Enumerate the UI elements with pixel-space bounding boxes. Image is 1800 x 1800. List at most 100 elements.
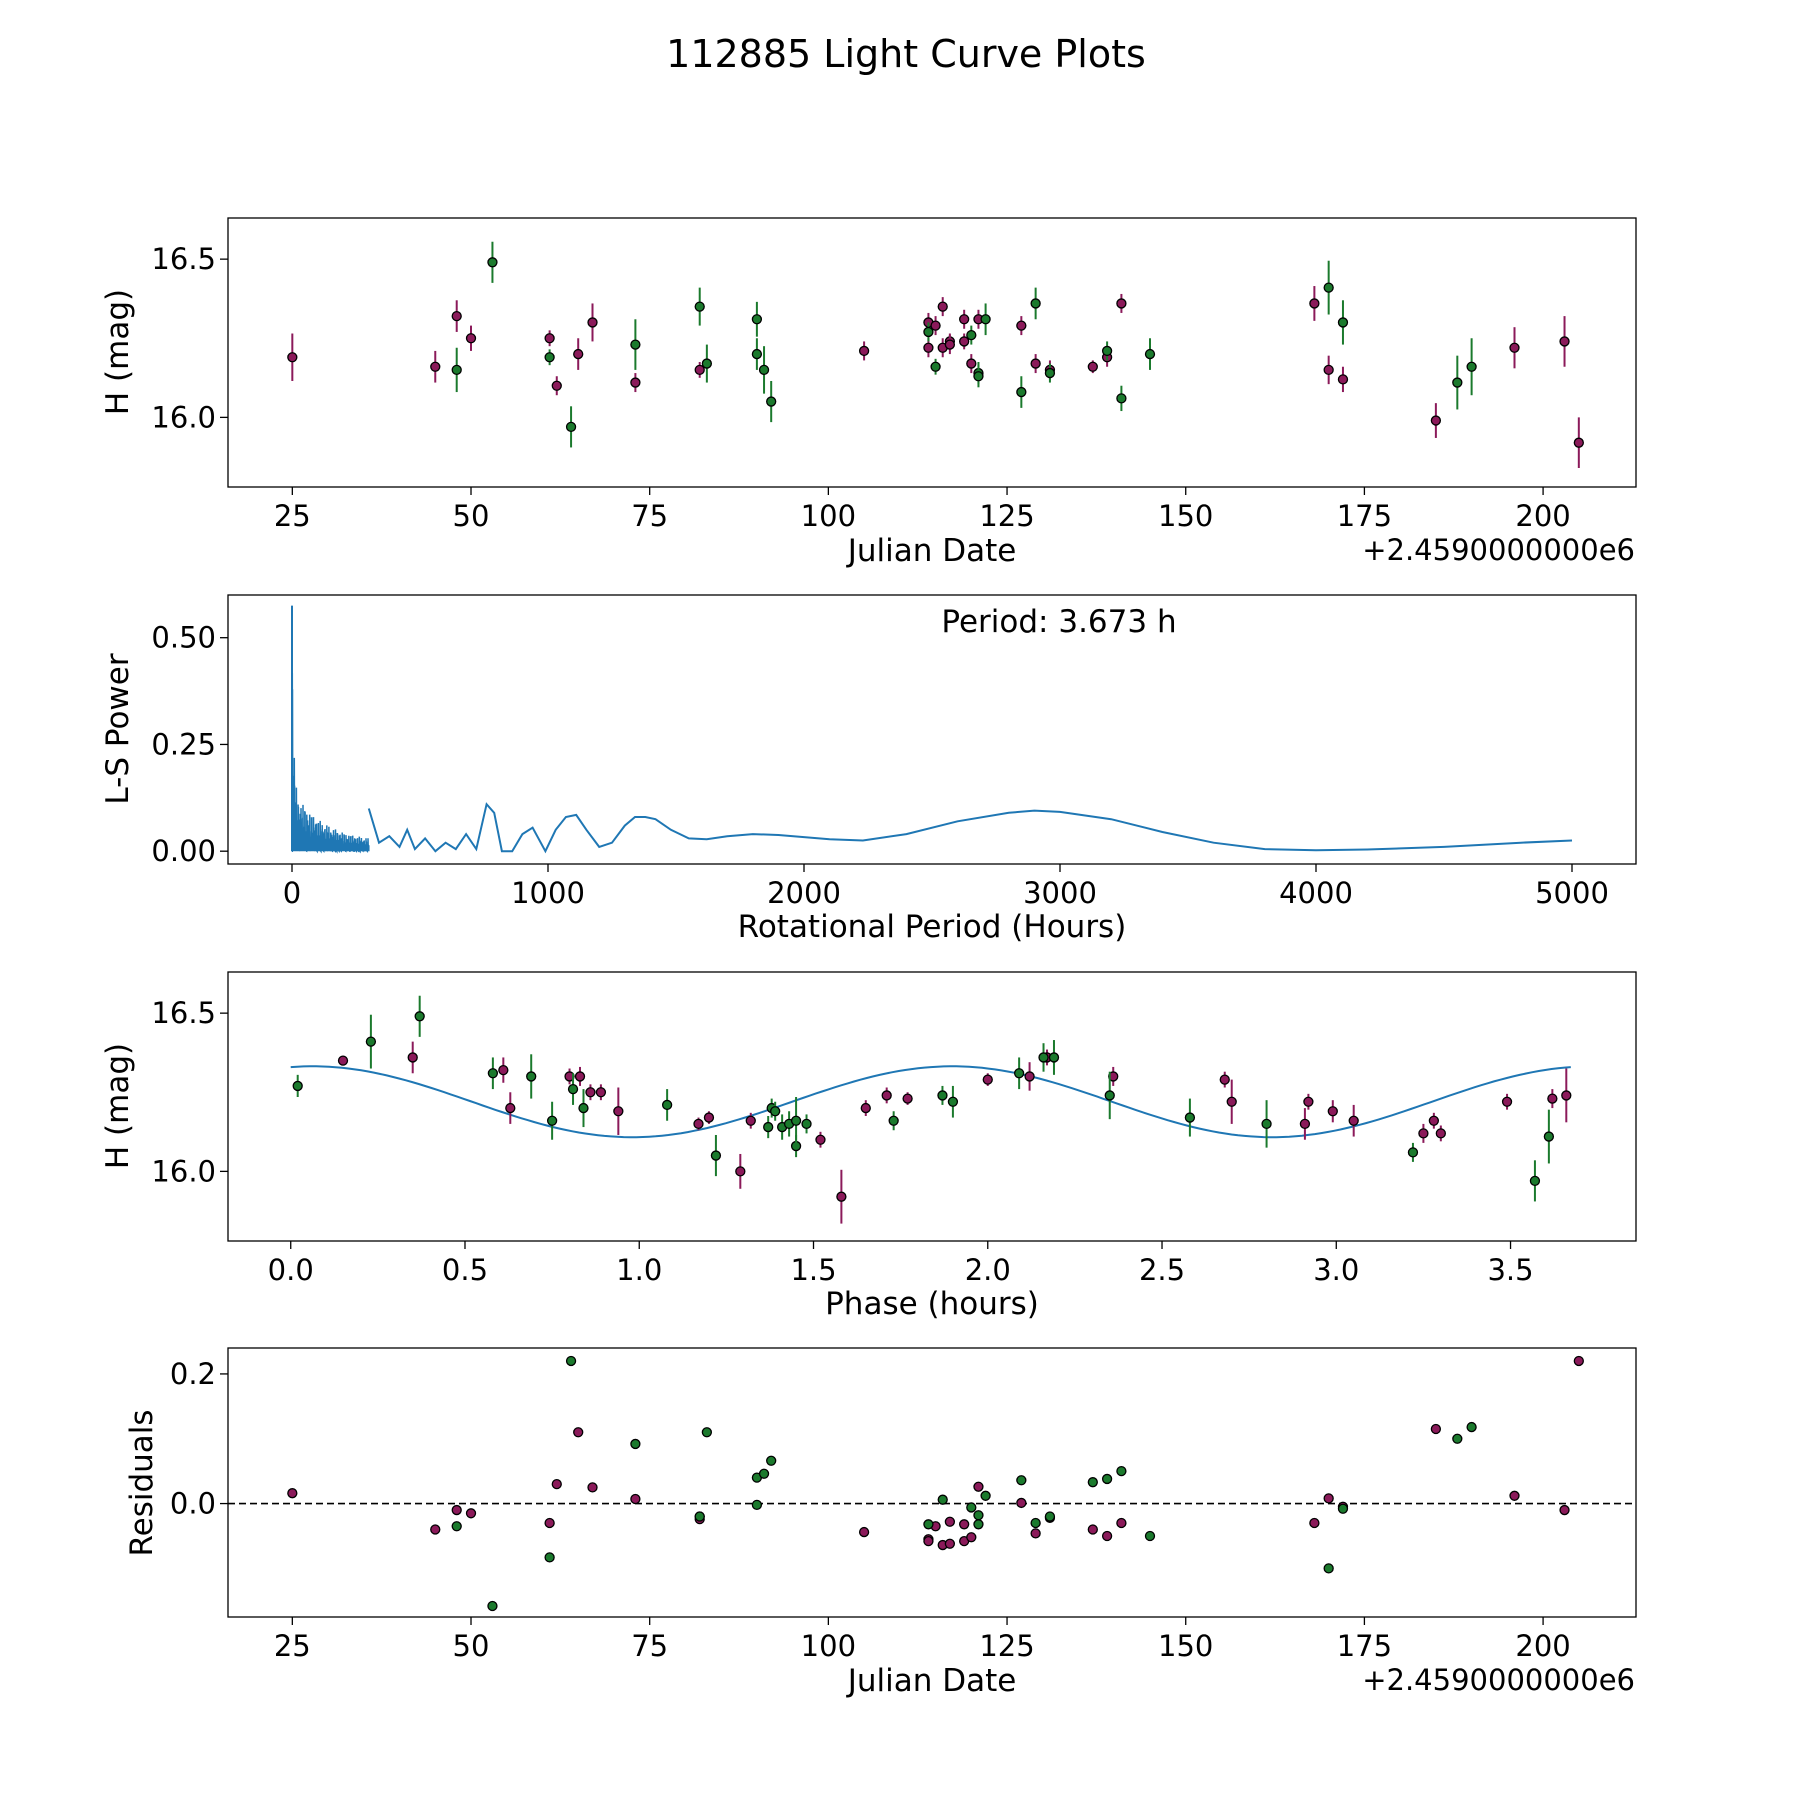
data-point-purple <box>930 320 941 331</box>
x-tick-label: 2000 <box>767 876 841 910</box>
x-tick-label: 5000 <box>1535 876 1609 910</box>
panel-phased: 0.0 0.5 1.0 1.5 2.0 2.5 3.0 3.5 16.0 16.5 Phase (… <box>100 971 1637 1322</box>
data-point-purple <box>1418 1128 1429 1139</box>
data-point-green <box>1144 348 1156 360</box>
x-axis-offset: +2.4590000000e6 <box>1362 1663 1635 1697</box>
x-tick-label: 125 <box>979 1629 1034 1663</box>
data-point-green <box>451 1521 462 1532</box>
data-point-purple <box>1087 1524 1098 1535</box>
data-point-purple <box>944 339 956 350</box>
data-point-green <box>1044 1511 1056 1522</box>
data-point-green <box>710 1150 722 1161</box>
data-point-purple <box>1435 1128 1446 1139</box>
data-point-purple <box>1309 298 1320 309</box>
data-point-purple <box>1323 364 1334 376</box>
data-point-purple <box>613 1106 624 1117</box>
data-point-purple <box>1428 1115 1440 1126</box>
x-tick-label: 2.0 <box>965 1253 1011 1287</box>
data-point-green <box>937 1090 948 1101</box>
power-noise <box>291 673 370 854</box>
y-axis-label: L-S Power <box>100 653 136 804</box>
data-point-purple <box>745 1115 756 1126</box>
data-point-purple <box>973 1481 984 1492</box>
data-point-purple <box>630 1493 641 1505</box>
data-point-purple <box>693 1118 704 1130</box>
data-point-purple <box>1016 1497 1027 1509</box>
data-point-purple <box>505 1102 516 1114</box>
data-point-purple <box>595 1087 607 1098</box>
data-point-green <box>751 1499 763 1511</box>
data-point-purple <box>959 314 970 325</box>
figure-title: 112885 Light Curve Plots <box>666 32 1146 76</box>
data-point-purple <box>1116 1517 1127 1529</box>
x-tick-label: 3.0 <box>1313 1253 1359 1287</box>
y-tick-label: 0.00 <box>151 834 216 868</box>
data-point-green <box>980 314 991 325</box>
x-tick-label: 200 <box>1515 1629 1570 1663</box>
data-point-green <box>751 348 763 360</box>
data-point-green <box>1529 1175 1541 1187</box>
data-point-green <box>292 1080 303 1092</box>
data-point-purple <box>1547 1093 1558 1104</box>
power-line <box>367 802 1573 854</box>
data-point-purple <box>836 1191 847 1202</box>
data-point-purple <box>858 345 870 357</box>
data-point-purple <box>1030 358 1041 369</box>
data-point-purple <box>587 317 598 328</box>
data-point-purple <box>1559 336 1570 347</box>
data-point-purple <box>1226 1096 1237 1107</box>
data-point-purple <box>1309 1517 1320 1529</box>
data-point-green <box>1466 361 1477 372</box>
data-point-purple <box>923 342 934 353</box>
data-point-green <box>544 352 555 363</box>
data-point-purple <box>1501 1096 1513 1107</box>
data-point-purple <box>1024 1071 1035 1082</box>
data-point-green <box>1144 1530 1156 1542</box>
data-point-green <box>1466 1421 1477 1433</box>
data-point-purple <box>703 1112 715 1123</box>
data-point-green <box>1452 377 1463 388</box>
data-point-purple <box>407 1052 418 1063</box>
data-point-purple <box>1303 1096 1314 1107</box>
data-point-green <box>701 1427 713 1438</box>
y-tick-label: 16.0 <box>151 1154 216 1188</box>
data-point-purple <box>1561 1090 1572 1101</box>
data-point-green <box>790 1115 802 1126</box>
panel-residuals: 25 50 75 100 125 150 175 2000.00.2 Julian Date … <box>124 1347 1637 1699</box>
data-point-purple <box>551 1478 562 1490</box>
data-point-purple <box>881 1090 892 1101</box>
data-point-purple <box>1509 342 1520 353</box>
data-point-purple <box>287 1488 298 1499</box>
data-point-green <box>694 301 705 312</box>
panel-periodogram: 0 1000 2000 3000 4000 5000 0.00 0.25 0.50 Period… <box>100 594 1637 945</box>
y-axis-label: Residuals <box>124 1409 160 1556</box>
data-point-green <box>923 326 934 338</box>
x-tick-label: 0 <box>283 876 301 910</box>
y-tick-label: 16.0 <box>151 400 216 434</box>
data-point-green <box>947 1096 959 1107</box>
data-point-green <box>973 1510 984 1521</box>
data-point-purple <box>1323 1493 1334 1504</box>
data-point-purple <box>287 352 298 363</box>
data-point-green <box>766 1455 777 1466</box>
data-point-green <box>1261 1118 1272 1130</box>
data-point-green <box>487 257 498 268</box>
x-axis-offset: +2.4590000000e6 <box>1362 533 1635 567</box>
data-point-purple <box>1348 1115 1359 1126</box>
data-point-purple <box>1327 1106 1338 1117</box>
x-tick-label: 125 <box>979 499 1034 533</box>
x-tick-label: 75 <box>631 499 668 533</box>
y-axis-label: H (mag) <box>100 1043 136 1169</box>
data-point-purple <box>430 361 441 372</box>
data-point-purple <box>430 1524 441 1535</box>
y-tick-label: 0.50 <box>151 621 216 655</box>
data-point-purple <box>573 1427 584 1438</box>
data-point-purple <box>544 333 555 344</box>
data-point-green <box>661 1099 673 1111</box>
data-point-purple <box>1337 374 1349 385</box>
data-point-purple <box>451 1504 462 1516</box>
data-point-green <box>1116 1466 1127 1477</box>
y-tick-label: 0.25 <box>151 727 216 761</box>
data-point-green <box>1087 1477 1098 1488</box>
